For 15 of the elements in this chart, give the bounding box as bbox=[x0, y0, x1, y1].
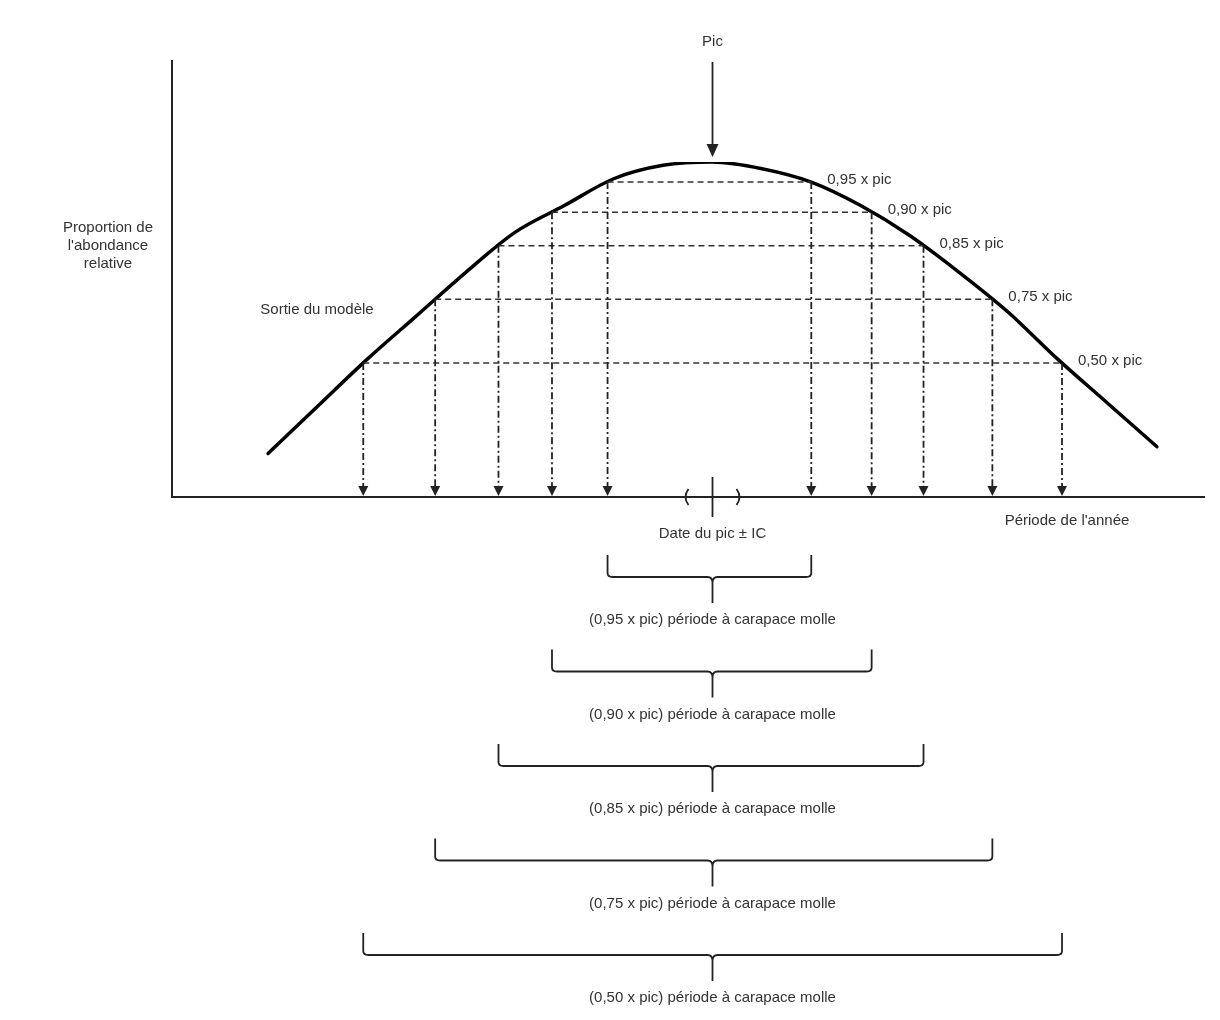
text: (0,90 x pic) période à carapace molle bbox=[589, 704, 836, 722]
text: (0,75 x pic) période à carapace molle bbox=[589, 893, 836, 911]
ref-line-label: 0,90 x pic bbox=[887, 200, 953, 218]
text: Proportion de l'abondance relative bbox=[61, 218, 155, 272]
text: Date du pic ± IC bbox=[658, 524, 767, 542]
text: (0,95 x pic) période à carapace molle bbox=[589, 610, 836, 628]
x-axis-title: Période de l'année bbox=[1004, 511, 1130, 529]
ref-line-label: 0,95 x pic bbox=[827, 170, 892, 188]
text: (0,85 x pic) période à carapace molle bbox=[589, 799, 836, 817]
annotation: Sortie du modèle bbox=[260, 300, 374, 318]
ref-line-label: 0,50 x pic bbox=[1078, 351, 1143, 369]
text: Pic bbox=[702, 32, 724, 50]
ref-line-label: 0,75 x pic bbox=[1008, 287, 1074, 305]
ref-line-label: 0,85 x pic bbox=[939, 233, 1005, 251]
text: (0,50 x pic) période à carapace molle bbox=[589, 988, 836, 1006]
